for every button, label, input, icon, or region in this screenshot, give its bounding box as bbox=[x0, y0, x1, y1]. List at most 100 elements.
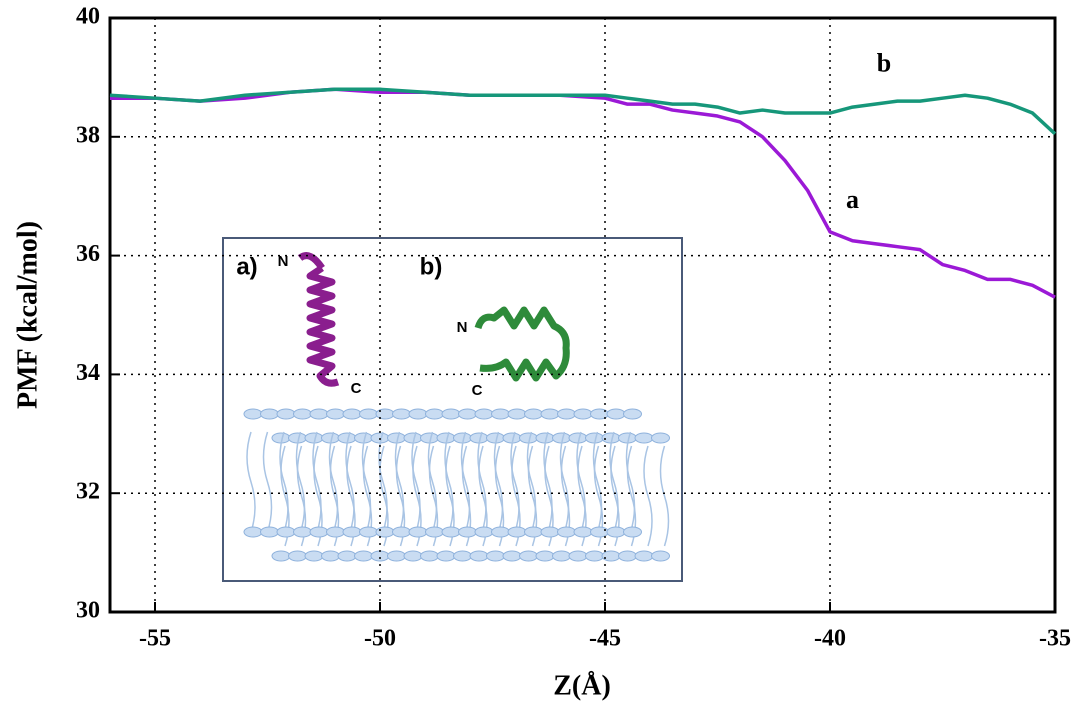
lipid-head bbox=[469, 550, 489, 562]
lipid-head bbox=[453, 550, 472, 562]
lipid-head bbox=[342, 526, 362, 538]
lipid-head bbox=[321, 550, 340, 562]
lipid-head bbox=[634, 550, 654, 562]
y-tick-label: 40 bbox=[76, 4, 100, 30]
lipid-head bbox=[326, 526, 345, 538]
x-tick-label: -45 bbox=[589, 626, 621, 652]
lipid-tail bbox=[295, 431, 306, 533]
lipid-tail bbox=[477, 431, 487, 533]
lipid-head bbox=[293, 408, 312, 420]
lipid-head bbox=[540, 408, 560, 420]
lipid-tail bbox=[394, 431, 405, 533]
lipid-head bbox=[326, 408, 345, 420]
lipid-head bbox=[309, 408, 329, 420]
lipid-head bbox=[623, 408, 642, 420]
lipid-head bbox=[243, 526, 263, 538]
lipid-head bbox=[392, 408, 411, 420]
lipid-head bbox=[441, 526, 461, 538]
lipid-tail bbox=[361, 431, 372, 533]
lipid-head bbox=[436, 550, 456, 562]
lipid-tail bbox=[625, 431, 636, 533]
lipid-head bbox=[606, 408, 626, 420]
lipid-head bbox=[288, 550, 307, 562]
lipid-head bbox=[502, 550, 522, 562]
lipid-head bbox=[243, 408, 263, 420]
lipid-head bbox=[634, 432, 654, 444]
lipid-tail bbox=[427, 431, 438, 533]
lipid-tail bbox=[411, 431, 421, 533]
lipid-head bbox=[651, 550, 670, 562]
lipid-tail bbox=[262, 431, 273, 533]
y-tick-label: 38 bbox=[76, 122, 100, 148]
lipid-tail bbox=[279, 431, 289, 533]
lipid-head bbox=[618, 550, 637, 562]
lipid-head bbox=[601, 550, 621, 562]
lipid-tail bbox=[592, 431, 603, 533]
lipid-head bbox=[425, 408, 444, 420]
lipid-tail bbox=[526, 431, 537, 533]
series-label: b bbox=[877, 48, 891, 77]
helix-b bbox=[474, 306, 570, 382]
lipid-head bbox=[585, 550, 604, 562]
lipid-head bbox=[359, 526, 378, 538]
lipid-head bbox=[623, 526, 642, 538]
lipid-head bbox=[375, 408, 395, 420]
lipid-head bbox=[408, 408, 428, 420]
lipid-head bbox=[271, 550, 291, 562]
lipid-head bbox=[474, 526, 494, 538]
lipid-head bbox=[540, 526, 560, 538]
lipid-head bbox=[309, 526, 329, 538]
lipid-head bbox=[573, 526, 593, 538]
inset-label: a) bbox=[236, 253, 257, 280]
lipid-tail bbox=[493, 431, 504, 533]
lipid-head bbox=[524, 526, 543, 538]
data-line bbox=[109, 87, 1057, 136]
lipid-head bbox=[276, 526, 296, 538]
lipid-head bbox=[486, 550, 505, 562]
lipid-head bbox=[370, 550, 390, 562]
lipid-head bbox=[375, 526, 395, 538]
lipid-head bbox=[260, 408, 279, 420]
lipid-head bbox=[474, 408, 494, 420]
lipid-head bbox=[491, 408, 510, 420]
x-tick-label: -55 bbox=[139, 626, 171, 652]
lipid-tail bbox=[576, 431, 586, 533]
lipid-head bbox=[590, 526, 609, 538]
lipid-tail bbox=[643, 445, 653, 547]
x-tick-label: -35 bbox=[1039, 626, 1071, 652]
lipid-head bbox=[524, 408, 543, 420]
lipid-head bbox=[425, 526, 444, 538]
lipid-head bbox=[420, 550, 439, 562]
lipid-head bbox=[568, 550, 588, 562]
lipid-head bbox=[458, 526, 477, 538]
lipid-head bbox=[392, 526, 411, 538]
axes-frame bbox=[108, 16, 1057, 614]
y-tick-label: 30 bbox=[76, 598, 100, 624]
lipid-tail bbox=[246, 431, 256, 533]
lipid-tail bbox=[328, 431, 339, 533]
lipid-tail bbox=[510, 431, 520, 533]
x-tick-label: -40 bbox=[814, 626, 846, 652]
lipid-tail bbox=[543, 431, 553, 533]
lipid-head bbox=[557, 526, 576, 538]
lipid-head bbox=[535, 550, 555, 562]
lipid-head bbox=[552, 550, 571, 562]
lipid-head bbox=[519, 550, 538, 562]
x-axis-title: Z(Å) bbox=[553, 670, 611, 701]
inset-label: b) bbox=[420, 253, 443, 280]
lipid-head bbox=[387, 550, 406, 562]
lipid-head bbox=[590, 408, 609, 420]
y-tick-label: 36 bbox=[76, 241, 100, 267]
lipid-tail bbox=[444, 431, 454, 533]
lipid-head bbox=[337, 550, 357, 562]
lipid-head bbox=[458, 408, 477, 420]
inset-label: C bbox=[472, 382, 483, 399]
lipid-head bbox=[441, 408, 461, 420]
lipid-tail bbox=[345, 431, 355, 533]
lipid-head bbox=[557, 408, 576, 420]
lipid-tail bbox=[609, 431, 619, 533]
lipid-head bbox=[573, 408, 593, 420]
lipid-head bbox=[354, 550, 373, 562]
lipid-head bbox=[342, 408, 362, 420]
